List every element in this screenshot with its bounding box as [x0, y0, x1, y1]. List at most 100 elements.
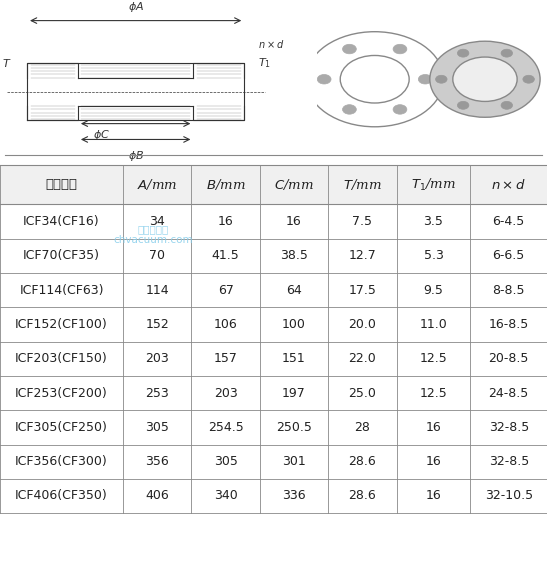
- Text: $C$/mm: $C$/mm: [274, 177, 314, 192]
- Text: 70: 70: [149, 250, 165, 263]
- Text: 28.6: 28.6: [348, 490, 376, 503]
- Text: 16: 16: [426, 421, 441, 434]
- Text: 203: 203: [146, 352, 169, 365]
- Text: ICF114(CF63): ICF114(CF63): [19, 284, 104, 297]
- Circle shape: [453, 57, 517, 101]
- Text: 157: 157: [214, 352, 237, 365]
- Text: 197: 197: [282, 387, 306, 400]
- FancyBboxPatch shape: [0, 307, 547, 342]
- Text: 356: 356: [146, 455, 169, 468]
- Text: ICF34(CF16): ICF34(CF16): [23, 215, 100, 228]
- Text: 28: 28: [354, 421, 370, 434]
- Text: 151: 151: [282, 352, 306, 365]
- Text: ICF70(CF35): ICF70(CF35): [23, 250, 100, 263]
- Text: 16: 16: [286, 215, 302, 228]
- Text: 25.0: 25.0: [348, 387, 376, 400]
- FancyBboxPatch shape: [0, 342, 547, 376]
- Text: 152: 152: [146, 318, 169, 331]
- Text: ICF406(CF350): ICF406(CF350): [15, 490, 108, 503]
- Text: $T$: $T$: [2, 57, 11, 70]
- Text: 301: 301: [282, 455, 306, 468]
- Text: $\phi B$: $\phi B$: [127, 149, 144, 163]
- Text: 22.0: 22.0: [348, 352, 376, 365]
- Text: 34: 34: [149, 215, 165, 228]
- Text: 16: 16: [426, 490, 441, 503]
- Text: 3.5: 3.5: [423, 215, 444, 228]
- Text: 41.5: 41.5: [212, 250, 240, 263]
- Text: 5.3: 5.3: [423, 250, 444, 263]
- Circle shape: [393, 105, 407, 114]
- Text: 20-8.5: 20-8.5: [488, 352, 529, 365]
- Text: 336: 336: [282, 490, 306, 503]
- Circle shape: [501, 101, 513, 109]
- Text: 24-8.5: 24-8.5: [488, 387, 529, 400]
- Text: 11.0: 11.0: [420, 318, 447, 331]
- FancyBboxPatch shape: [0, 479, 547, 513]
- Text: ICF356(CF300): ICF356(CF300): [15, 455, 108, 468]
- FancyBboxPatch shape: [0, 444, 547, 479]
- Text: 16: 16: [426, 455, 441, 468]
- Text: 16: 16: [218, 215, 234, 228]
- Text: 67: 67: [218, 284, 234, 297]
- Circle shape: [501, 49, 513, 57]
- FancyBboxPatch shape: [0, 239, 547, 273]
- Text: 17.5: 17.5: [348, 284, 376, 297]
- FancyBboxPatch shape: [0, 165, 547, 204]
- Text: 32-8.5: 32-8.5: [488, 455, 529, 468]
- Circle shape: [430, 41, 540, 117]
- Circle shape: [317, 75, 331, 84]
- Text: 12.5: 12.5: [420, 352, 447, 365]
- Text: 真空技术网
chvacuum.com: 真空技术网 chvacuum.com: [113, 224, 193, 246]
- Text: 16-8.5: 16-8.5: [488, 318, 529, 331]
- Text: 32-10.5: 32-10.5: [485, 490, 533, 503]
- Text: $T_1$: $T_1$: [258, 57, 271, 70]
- Circle shape: [418, 75, 432, 84]
- Circle shape: [342, 105, 356, 114]
- Text: $B$/mm: $B$/mm: [206, 177, 246, 192]
- Text: 254.5: 254.5: [208, 421, 243, 434]
- FancyBboxPatch shape: [0, 204, 547, 239]
- Text: $\phi A$: $\phi A$: [127, 0, 144, 14]
- Text: ICF152(CF100): ICF152(CF100): [15, 318, 108, 331]
- Text: $A$/mm: $A$/mm: [137, 177, 177, 192]
- Text: $\phi C$: $\phi C$: [93, 128, 110, 143]
- Text: ICF253(CF200): ICF253(CF200): [15, 387, 108, 400]
- Text: 28.6: 28.6: [348, 455, 376, 468]
- FancyBboxPatch shape: [0, 376, 547, 410]
- Circle shape: [457, 49, 469, 57]
- Text: 32-8.5: 32-8.5: [488, 421, 529, 434]
- Text: 12.7: 12.7: [348, 250, 376, 263]
- Circle shape: [393, 44, 407, 54]
- Text: 203: 203: [214, 387, 237, 400]
- Text: 9.5: 9.5: [423, 284, 444, 297]
- Text: 法兰型号: 法兰型号: [45, 178, 78, 191]
- Text: 6-6.5: 6-6.5: [493, 250, 525, 263]
- Text: $n\times d$: $n\times d$: [258, 38, 284, 50]
- Text: 106: 106: [214, 318, 237, 331]
- Text: 38.5: 38.5: [280, 250, 308, 263]
- FancyBboxPatch shape: [0, 410, 547, 444]
- Text: $n\times d$: $n\times d$: [491, 178, 526, 192]
- Text: $T_1$/mm: $T_1$/mm: [411, 177, 456, 193]
- Text: 12.5: 12.5: [420, 387, 447, 400]
- Text: 8-8.5: 8-8.5: [492, 284, 525, 297]
- Circle shape: [457, 101, 469, 109]
- Text: ICF203(CF150): ICF203(CF150): [15, 352, 108, 365]
- Text: 250.5: 250.5: [276, 421, 312, 434]
- Circle shape: [342, 44, 356, 54]
- Text: 114: 114: [146, 284, 169, 297]
- Text: 305: 305: [214, 455, 237, 468]
- Text: 7.5: 7.5: [352, 215, 373, 228]
- Text: ICF305(CF250): ICF305(CF250): [15, 421, 108, 434]
- Text: 100: 100: [282, 318, 306, 331]
- Circle shape: [435, 75, 447, 83]
- Text: $T$/mm: $T$/mm: [343, 177, 382, 192]
- Text: 406: 406: [146, 490, 169, 503]
- Text: 253: 253: [146, 387, 169, 400]
- Text: 20.0: 20.0: [348, 318, 376, 331]
- Text: 64: 64: [286, 284, 302, 297]
- FancyBboxPatch shape: [0, 273, 547, 307]
- Circle shape: [523, 75, 534, 83]
- Text: 305: 305: [146, 421, 169, 434]
- Text: 340: 340: [214, 490, 237, 503]
